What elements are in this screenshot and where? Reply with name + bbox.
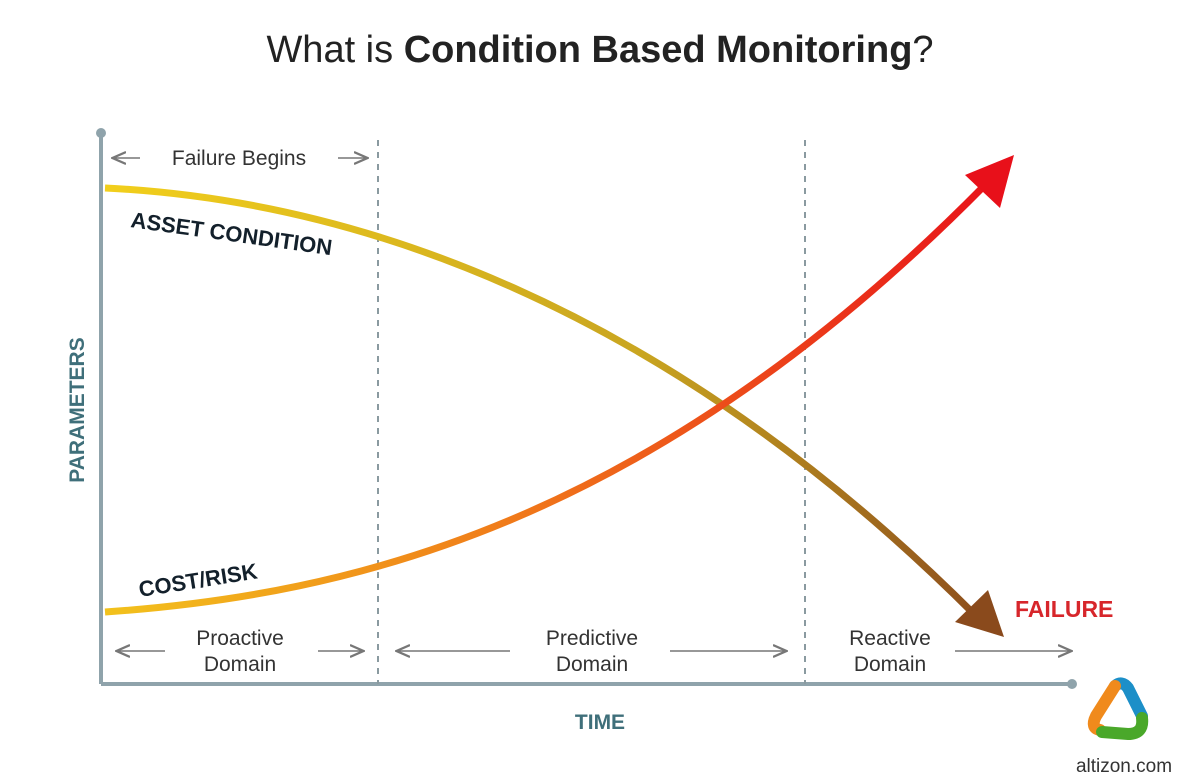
domain-label: Reactive xyxy=(849,627,931,650)
domain-label: Predictive xyxy=(546,627,638,650)
failure-label: FAILURE xyxy=(1015,596,1113,622)
domain-label: Domain xyxy=(204,653,276,676)
domain-label: Proactive xyxy=(196,627,284,650)
y-axis-end xyxy=(96,128,106,138)
domain-proactive: Proactive Domain xyxy=(118,627,362,676)
domain-label: Domain xyxy=(556,653,628,676)
cost-risk-arrowhead xyxy=(965,155,1014,208)
altizon-logo: altizon.com xyxy=(1076,677,1172,777)
asset-condition-arrowhead xyxy=(955,590,1004,637)
x-axis-end xyxy=(1067,679,1077,689)
asset-condition-curve xyxy=(104,184,978,618)
failure-begins-label: Failure Begins xyxy=(172,147,306,170)
domain-label: Domain xyxy=(854,653,926,676)
domain-predictive: Predictive Domain xyxy=(398,627,785,676)
logo-text: altizon.com xyxy=(1076,756,1172,777)
y-axis-label: PARAMETERS xyxy=(66,337,89,482)
cost-risk-curve xyxy=(104,182,988,616)
domain-reactive: Reactive Domain xyxy=(849,627,1070,676)
x-axis-label: TIME xyxy=(575,711,625,734)
page-title: What is Condition Based Monitoring? xyxy=(266,29,933,71)
